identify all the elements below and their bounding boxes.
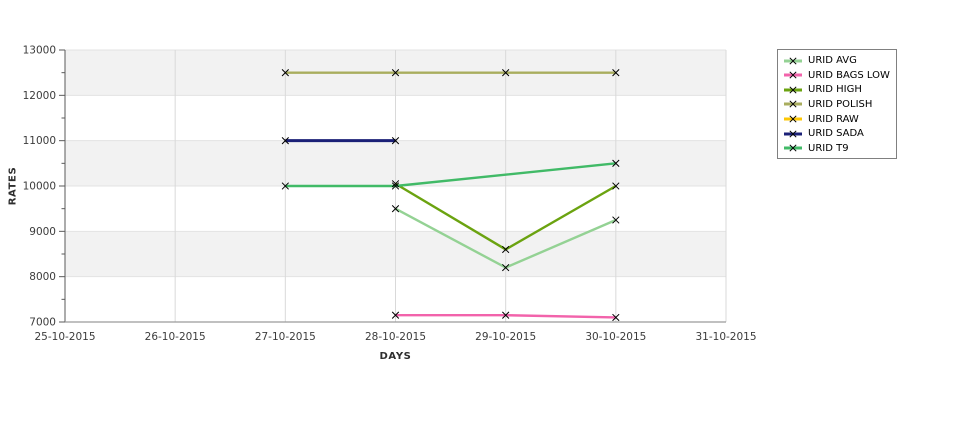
x-tick-label: 30-10-2015 [585,331,646,343]
marker-x-urid-avg [612,216,620,224]
marker-x-urid-polish [502,69,510,77]
legend-item-urid-avg: URID AVG [783,54,892,67]
legend-label: URID POLISH [808,98,873,110]
marker-x-urid-t9 [281,182,289,190]
x-tick-label: 25-10-2015 [34,331,95,343]
legend-swatch-urid-sada [784,130,802,138]
y-tick-label: 13000 [23,45,56,57]
y-tick-label: 11000 [23,135,56,147]
legend-label: URID AVG [808,55,857,66]
marker-x-urid-high [502,245,510,254]
legend-swatch-urid-polish [784,100,802,109]
x-tick-label: 28-10-2015 [365,331,426,343]
legend-marker-x-icon [789,86,797,94]
x-tick-label: 26-10-2015 [145,331,206,343]
legend-marker-x-icon [789,130,797,138]
legend-swatch-urid-raw [784,115,802,123]
x-tick-label: 29-10-2015 [475,331,536,343]
legend-label: URID T9 [808,142,849,154]
legend-marker-x-icon [789,71,797,79]
legend-marker-x-icon [789,115,797,123]
legend-label: URID SADA [808,128,864,140]
legend-swatch-urid-bags-low [784,71,802,79]
legend-label: URID BAGS LOW [808,69,890,81]
legend-marker-x-icon [789,144,797,152]
marker-x-urid-polish [391,69,400,77]
legend-marker-x-icon [789,56,797,65]
legend-label: URID RAW [808,113,859,125]
y-axis-title: RATES [7,166,19,206]
legend-item-urid-high: URID HIGH [783,83,892,96]
legend-item-urid-bags-low: URID BAGS LOW [783,69,892,82]
tick-labels: 7000 8000 9000 10000 11000 12000 13000 25-10-20… [23,45,757,344]
series-lines [285,71,617,319]
legend-item-urid-t9: URID T9 [783,142,892,155]
y-tick-label: 10000 [23,181,56,193]
legend-label: URID HIGH [808,84,862,96]
legend-swatch-urid-avg [784,56,802,65]
x-axis-title: DAYS [379,351,412,362]
marker-x-urid-sada [391,137,400,145]
marker-x-urid-polish [612,69,620,77]
legend-swatch-urid-high [784,86,802,94]
series-markers [281,69,620,322]
marker-x-urid-high [612,182,620,190]
y-tick-label: 8000 [29,271,56,283]
x-tick-label: 27-10-2015 [255,331,316,343]
marker-x-urid-avg [502,263,510,272]
axes [59,49,726,323]
marker-x-urid-bags-low [502,311,510,319]
legend-item-urid-polish: URID POLISH [783,98,892,111]
legend-item-urid-sada: URID SADA [783,127,892,140]
y-tick-label: 12000 [23,90,56,102]
legend-item-urid-raw: URID RAW [783,113,892,126]
marker-x-urid-bags-low [391,311,400,319]
legend-marker-x-icon [789,100,797,109]
marker-x-urid-t9 [612,159,620,167]
legend-box: URID AVG URID BAGS LOW URID HIGH URID POLIS… [777,49,897,159]
y-tick-label: 9000 [29,226,56,238]
y-tick-label: 7000 [29,317,56,329]
marker-x-urid-avg [391,205,400,213]
x-tick-label: 31-10-2015 [695,331,756,343]
marker-x-urid-high [391,180,400,188]
marker-x-urid-bags-low [612,313,620,322]
marker-x-urid-polish [281,69,289,77]
marker-x-urid-t9 [391,182,400,190]
legend-swatch-urid-t9 [784,144,802,152]
marker-x-urid-sada [281,137,289,145]
